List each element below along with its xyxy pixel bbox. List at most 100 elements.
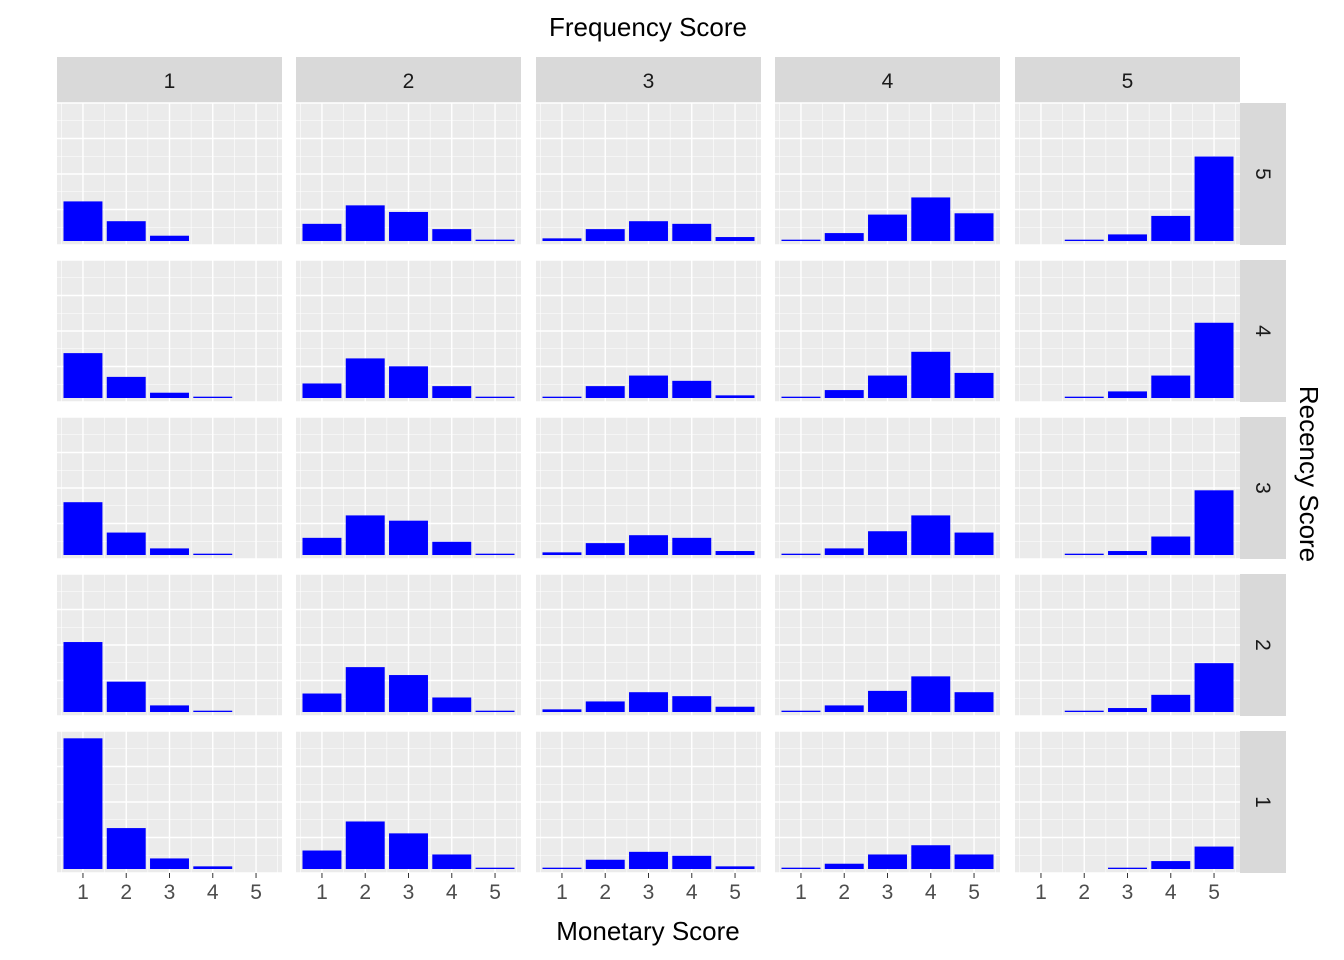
bar: [824, 233, 864, 241]
bar: [868, 531, 907, 555]
bar: [954, 692, 994, 712]
column-strip-label: 3: [643, 70, 655, 93]
bar: [1151, 375, 1191, 398]
bar: [302, 537, 342, 555]
row-strip-label: 1: [1251, 796, 1274, 808]
bar: [1108, 708, 1147, 712]
bar: [781, 867, 821, 869]
x-tick-label: 4: [446, 881, 458, 904]
bar: [629, 375, 668, 398]
x-tick-label: 2: [120, 881, 132, 904]
bar: [1151, 215, 1191, 241]
bar: [542, 709, 582, 712]
x-tick-label: 2: [1078, 881, 1090, 904]
bar: [715, 237, 755, 241]
x-tick-label: 1: [556, 881, 568, 904]
bar: [672, 855, 712, 869]
x-tick-label: 1: [795, 881, 807, 904]
bar: [150, 705, 189, 712]
bar: [475, 867, 515, 869]
bar: [672, 223, 712, 241]
column-strip-label: 5: [1122, 70, 1134, 93]
bar: [715, 866, 755, 869]
bar: [63, 738, 103, 869]
right-title: Recency Score: [1294, 386, 1324, 562]
x-tick-label: 4: [686, 881, 698, 904]
row-strip-label: 2: [1251, 639, 1274, 651]
bar: [824, 863, 864, 869]
bar: [432, 697, 472, 712]
x-tick-label: 5: [968, 881, 980, 904]
column-strip: [536, 57, 761, 103]
x-tick-label: 5: [250, 881, 262, 904]
top-title: Frequency Score: [549, 12, 747, 42]
x-tick-label: 3: [1122, 881, 1134, 904]
bar: [542, 552, 582, 555]
x-tick-label: 2: [599, 881, 611, 904]
bar: [781, 239, 821, 241]
bar: [1064, 239, 1104, 241]
bar: [389, 211, 428, 241]
bar: [389, 366, 428, 398]
bar: [868, 375, 907, 398]
row-strip: [1240, 417, 1286, 559]
bar: [63, 201, 103, 241]
bar: [150, 235, 189, 241]
bar: [781, 396, 821, 398]
bar: [150, 392, 189, 398]
bar: [63, 353, 103, 398]
bar: [302, 223, 342, 241]
x-tick-label: 3: [403, 881, 415, 904]
bar: [911, 845, 951, 869]
bar: [150, 548, 189, 555]
bar: [629, 221, 668, 241]
bar: [954, 213, 994, 241]
bar: [954, 854, 994, 869]
bar: [106, 681, 146, 712]
bar: [824, 548, 864, 555]
bar: [868, 854, 907, 869]
x-tick-label: 4: [925, 881, 937, 904]
bar: [106, 221, 146, 241]
bar: [302, 850, 342, 869]
bar: [389, 833, 428, 869]
bar: [193, 866, 233, 869]
x-tick-label: 4: [207, 881, 219, 904]
x-tick-label: 5: [1208, 881, 1220, 904]
bar: [432, 229, 472, 241]
row-strip: [1240, 260, 1286, 402]
bar: [475, 239, 515, 241]
bar: [432, 854, 472, 869]
bar: [345, 667, 385, 712]
bar: [150, 858, 189, 869]
bar: [911, 676, 951, 712]
row-strip-label: 3: [1251, 482, 1274, 494]
bar: [345, 515, 385, 555]
bar: [585, 859, 625, 869]
bar: [63, 502, 103, 555]
bar: [672, 380, 712, 398]
x-tick-label: 1: [316, 881, 328, 904]
x-tick-label: 4: [1165, 881, 1177, 904]
column-strip: [775, 57, 1000, 103]
bar: [911, 197, 951, 241]
x-tick-label: 1: [77, 881, 89, 904]
column-strip-label: 2: [403, 70, 415, 93]
bar: [715, 395, 755, 398]
bar: [954, 372, 994, 398]
x-tick-label: 3: [643, 881, 655, 904]
bar: [432, 386, 472, 398]
bar: [542, 867, 582, 869]
bar: [824, 390, 864, 398]
x-axis-title: Monetary Score: [556, 916, 740, 946]
x-tick-label: 2: [838, 881, 850, 904]
row-strip-label: 5: [1251, 168, 1274, 180]
bar: [1064, 710, 1104, 712]
bar: [911, 515, 951, 555]
bar: [1151, 536, 1191, 555]
bar: [1064, 396, 1104, 398]
bar: [345, 358, 385, 398]
bar: [585, 701, 625, 712]
bar: [1194, 490, 1234, 555]
